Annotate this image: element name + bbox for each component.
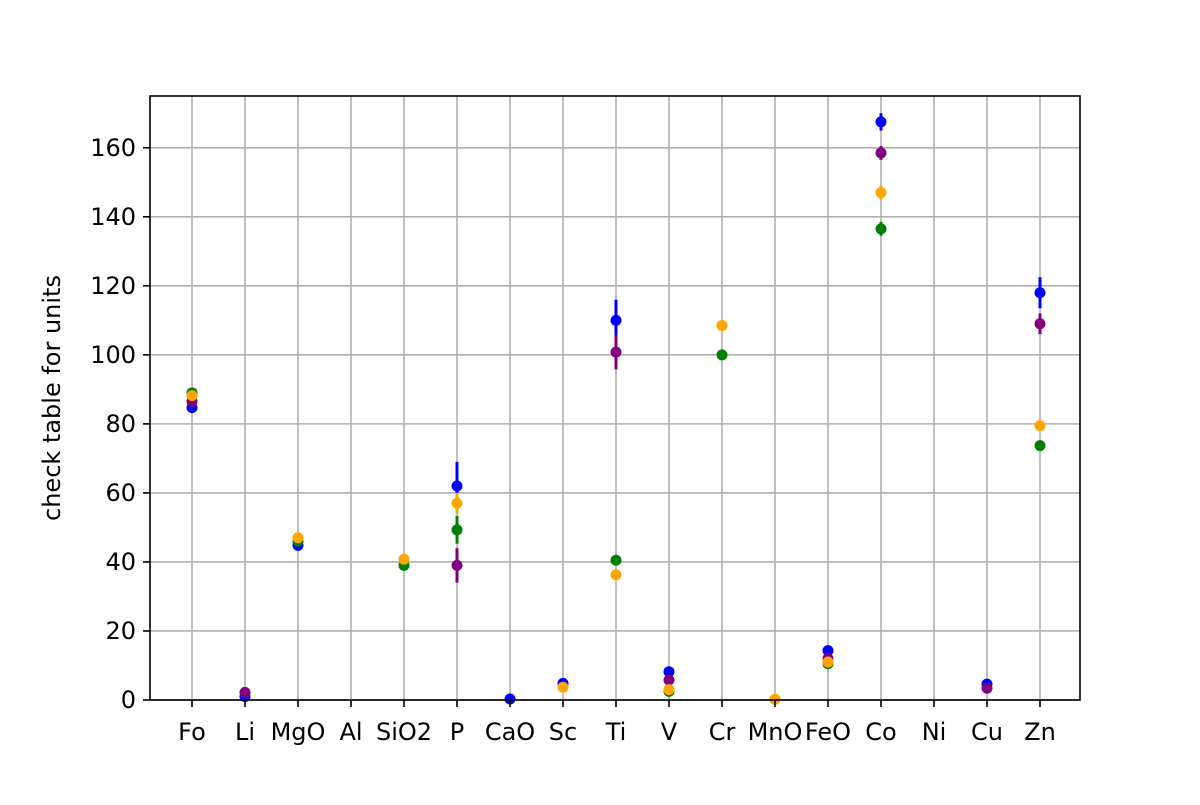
data-point xyxy=(716,320,728,332)
data-point xyxy=(663,684,675,696)
x-tick-label: Sc xyxy=(549,718,577,746)
x-tick-label: Cr xyxy=(709,718,736,746)
data-point xyxy=(1034,440,1046,452)
x-tick-label: MnO xyxy=(748,718,803,746)
data-point xyxy=(398,553,410,565)
point-layer xyxy=(186,116,1046,705)
x-tick-label: MgO xyxy=(271,718,326,746)
x-tick-label: Ni xyxy=(922,718,947,746)
data-point xyxy=(663,674,675,686)
x-tick-label: FeO xyxy=(805,718,851,746)
grid-layer xyxy=(150,96,1080,701)
y-tick-label: 40 xyxy=(105,548,136,576)
y-tick-label: 20 xyxy=(105,617,136,645)
data-point xyxy=(1034,420,1046,432)
tick-layer: Fo Li MgO Al SiO2 P CaO Sc Ti V Cr MnO FeO Co Ni Cu Zn 0 2… xyxy=(90,134,1056,746)
data-point xyxy=(663,666,675,678)
data-point xyxy=(1034,287,1046,299)
x-tick-label: SiO2 xyxy=(376,718,432,746)
data-point xyxy=(875,187,887,199)
data-point xyxy=(610,346,622,358)
data-point xyxy=(875,147,887,159)
x-tick-label: Ti xyxy=(605,718,627,746)
data-point xyxy=(451,480,463,492)
y-tick-label: 140 xyxy=(90,203,136,231)
y-tick-label: 60 xyxy=(105,479,136,507)
data-point xyxy=(239,686,251,698)
data-point xyxy=(822,645,834,657)
data-point xyxy=(822,656,834,668)
data-point xyxy=(875,116,887,128)
data-point xyxy=(1034,318,1046,330)
x-tick-label: Zn xyxy=(1024,718,1056,746)
x-tick-label: Fo xyxy=(178,718,206,746)
data-point xyxy=(716,349,728,361)
y-tick-label: 100 xyxy=(90,341,136,369)
y-axis-label: check table for units xyxy=(38,275,66,521)
y-tick-label: 80 xyxy=(105,410,136,438)
data-point xyxy=(451,524,463,536)
x-tick-label: Li xyxy=(235,718,255,746)
data-point xyxy=(186,390,198,402)
x-tick-label: CaO xyxy=(485,718,535,746)
data-point xyxy=(610,314,622,326)
data-point xyxy=(557,681,569,693)
data-point xyxy=(610,569,622,581)
y-tick-label: 160 xyxy=(90,134,136,162)
data-point xyxy=(292,532,304,544)
data-point xyxy=(451,559,463,571)
data-point xyxy=(610,554,622,566)
x-tick-label: Al xyxy=(339,718,362,746)
y-tick-label: 0 xyxy=(121,686,136,714)
x-tick-label: Cu xyxy=(971,718,1003,746)
x-tick-label: P xyxy=(450,718,464,746)
y-tick-label: 120 xyxy=(90,272,136,300)
data-point xyxy=(451,497,463,509)
x-tick-label: Co xyxy=(865,718,896,746)
x-tick-label: V xyxy=(661,718,678,746)
plot-frame xyxy=(149,95,1081,701)
data-point xyxy=(875,223,887,235)
data-point xyxy=(504,693,516,705)
data-point xyxy=(981,682,993,694)
